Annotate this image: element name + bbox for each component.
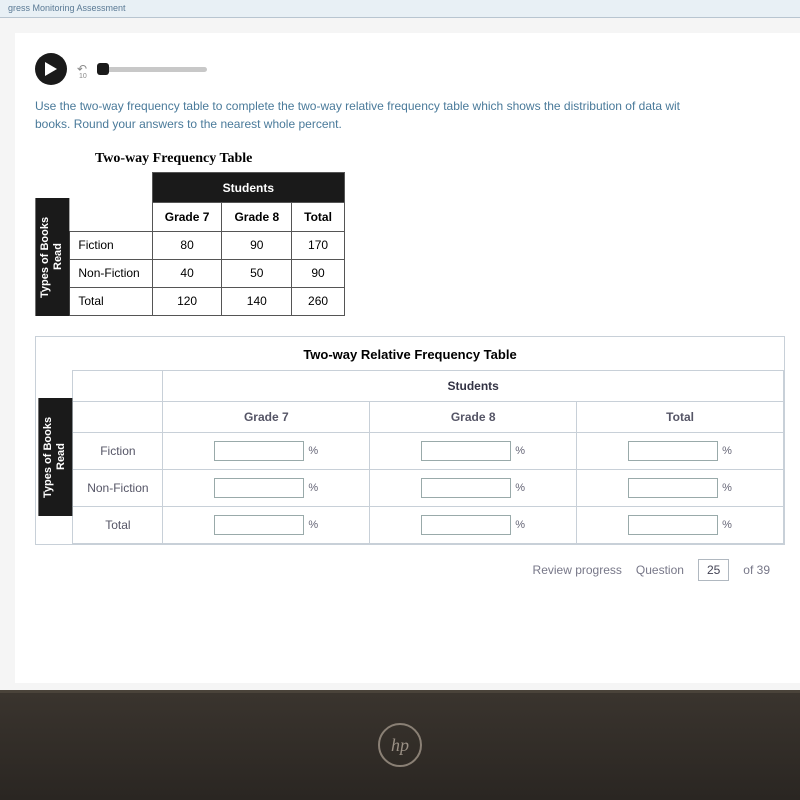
cell: 140 bbox=[222, 287, 292, 315]
rel-col-grade7: Grade 7 bbox=[163, 402, 370, 433]
fiction-total-input[interactable] bbox=[628, 441, 718, 461]
input-cell: % bbox=[370, 507, 577, 544]
cell: 90 bbox=[222, 231, 292, 259]
table-row: Non-Fiction % % % bbox=[73, 470, 784, 507]
input-cell: % bbox=[577, 470, 784, 507]
input-cell: % bbox=[163, 507, 370, 544]
percent-label: % bbox=[722, 519, 732, 531]
students-header: Students bbox=[152, 173, 344, 203]
play-button[interactable] bbox=[35, 53, 67, 85]
review-progress-link[interactable]: Review progress bbox=[533, 563, 622, 577]
percent-label: % bbox=[515, 482, 525, 494]
empty-cell bbox=[73, 371, 163, 402]
frequency-title: Two-way Frequency Table bbox=[95, 151, 800, 167]
progress-slider[interactable] bbox=[97, 67, 207, 72]
table-row: Fiction % % % bbox=[73, 433, 784, 470]
input-cell: % bbox=[163, 470, 370, 507]
percent-label: % bbox=[722, 445, 732, 457]
nonfiction-g7-input[interactable] bbox=[214, 478, 304, 498]
fiction-g7-input[interactable] bbox=[214, 441, 304, 461]
col-grade8: Grade 8 bbox=[222, 203, 292, 231]
input-cell: % bbox=[163, 433, 370, 470]
row-label: Total bbox=[70, 287, 152, 315]
rel-students-header: Students bbox=[163, 371, 784, 402]
col-grade7: Grade 7 bbox=[152, 203, 222, 231]
percent-label: % bbox=[308, 519, 318, 531]
relative-frequency-table: Students Grade 7 Grade 8 Total Fiction %… bbox=[72, 370, 784, 544]
empty-cell bbox=[70, 203, 152, 231]
screen-area: gress Monitoring Assessment ↶ Use the tw… bbox=[0, 0, 800, 690]
hp-logo: hp bbox=[378, 723, 422, 767]
cell: 90 bbox=[292, 259, 345, 287]
question-total: of 39 bbox=[743, 563, 770, 577]
row-label: Fiction bbox=[70, 231, 152, 259]
input-cell: % bbox=[370, 433, 577, 470]
row-label: Fiction bbox=[73, 433, 163, 470]
frequency-section: Two-way Frequency Table Types of BooksRe… bbox=[35, 151, 800, 316]
percent-label: % bbox=[515, 445, 525, 457]
row-label: Total bbox=[73, 507, 163, 544]
fiction-g8-input[interactable] bbox=[421, 441, 511, 461]
content-panel: ↶ Use the two-way frequency table to com… bbox=[15, 33, 800, 683]
cell: 170 bbox=[292, 231, 345, 259]
total-total-input[interactable] bbox=[628, 515, 718, 535]
frequency-table: Students Grade 7 Grade 8 Total Fiction 8… bbox=[69, 172, 345, 316]
nonfiction-total-input[interactable] bbox=[628, 478, 718, 498]
rewind-icon[interactable]: ↶ bbox=[77, 62, 87, 76]
cell: 50 bbox=[222, 259, 292, 287]
empty-cell bbox=[70, 173, 152, 203]
empty-cell bbox=[73, 402, 163, 433]
question-label: Question bbox=[636, 563, 684, 577]
question-number: 25 bbox=[698, 559, 729, 581]
play-icon bbox=[45, 62, 57, 76]
instruction-text: Use the two-way frequency table to compl… bbox=[35, 97, 800, 133]
breadcrumb-text: gress Monitoring Assessment bbox=[8, 3, 126, 13]
input-cell: % bbox=[370, 470, 577, 507]
input-cell: % bbox=[577, 507, 784, 544]
row-label: Non-Fiction bbox=[73, 470, 163, 507]
progress-thumb[interactable] bbox=[97, 63, 109, 75]
laptop-chassis: hp bbox=[0, 690, 800, 800]
nonfiction-g8-input[interactable] bbox=[421, 478, 511, 498]
cell: 260 bbox=[292, 287, 345, 315]
media-controls: ↶ bbox=[35, 53, 800, 85]
freq-vertical-label: Types of BooksRead bbox=[35, 198, 69, 316]
total-g8-input[interactable] bbox=[421, 515, 511, 535]
footer-bar: Review progress Question 25 of 39 bbox=[35, 545, 800, 581]
instruction-line2: books. Round your answers to the nearest… bbox=[35, 117, 342, 131]
table-row: Total % % % bbox=[73, 507, 784, 544]
rel-col-total: Total bbox=[577, 402, 784, 433]
percent-label: % bbox=[515, 519, 525, 531]
cell: 120 bbox=[152, 287, 222, 315]
cell: 80 bbox=[152, 231, 222, 259]
instruction-line1: Use the two-way frequency table to compl… bbox=[35, 99, 680, 113]
table-row: Fiction 80 90 170 bbox=[70, 231, 345, 259]
col-total: Total bbox=[292, 203, 345, 231]
rel-col-grade8: Grade 8 bbox=[370, 402, 577, 433]
rel-vertical-label: Types of BooksRead bbox=[38, 398, 72, 516]
table-row: Non-Fiction 40 50 90 bbox=[70, 259, 345, 287]
total-g7-input[interactable] bbox=[214, 515, 304, 535]
percent-label: % bbox=[308, 482, 318, 494]
relative-title: Two-way Relative Frequency Table bbox=[36, 337, 784, 370]
relative-frequency-section: Two-way Relative Frequency Table Types o… bbox=[35, 336, 785, 545]
table-row: Total 120 140 260 bbox=[70, 287, 345, 315]
percent-label: % bbox=[308, 445, 318, 457]
cell: 40 bbox=[152, 259, 222, 287]
percent-label: % bbox=[722, 482, 732, 494]
breadcrumb: gress Monitoring Assessment bbox=[0, 0, 800, 18]
input-cell: % bbox=[577, 433, 784, 470]
row-label: Non-Fiction bbox=[70, 259, 152, 287]
hp-logo-text: hp bbox=[391, 735, 409, 756]
